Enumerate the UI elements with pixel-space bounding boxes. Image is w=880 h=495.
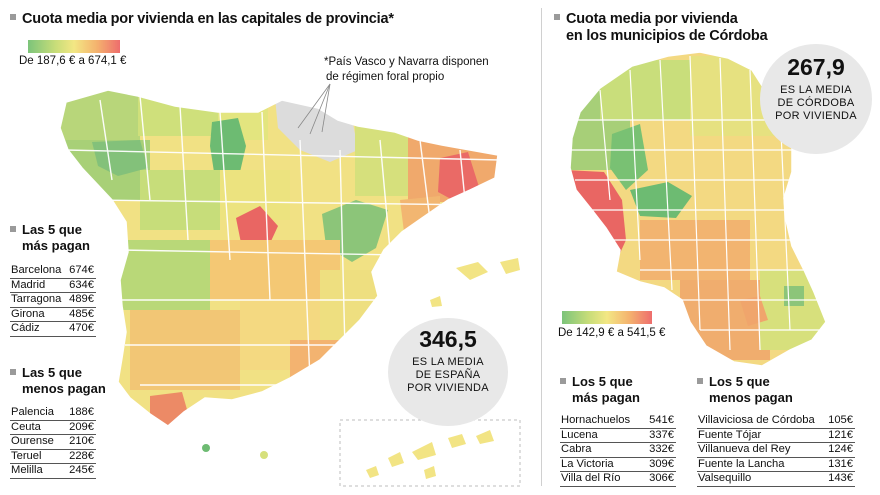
place-value: 489€ (65, 292, 96, 308)
table-row: Villanueva del Rey 124€ (697, 442, 855, 458)
panel-divider (541, 8, 542, 486)
spain-legend-range: De 187,6 € a 674,1 € (19, 55, 127, 67)
table-row: Hornachuelos 541€ (560, 414, 676, 429)
place-value: 470€ (65, 321, 96, 337)
cordoba-legend-range: De 142,9 € a 541,5 € (558, 327, 666, 339)
place-name: Cabra (560, 442, 643, 458)
table-row: Valsequillo 143€ (697, 471, 855, 487)
spain-top5-table: Barcelona 674€ Madrid 634€ Tarragona 489€ Giro… (10, 264, 96, 337)
cordoba-bottom5-heading: Los 5 que menos pagan (697, 374, 793, 406)
bullet-square-icon (10, 369, 16, 375)
place-value: 124€ (824, 442, 855, 458)
foral-note: *País Vasco y Navarra disponen de régime… (324, 56, 489, 83)
spain-bottom5-heading: Las 5 que menos pagan (10, 365, 106, 397)
place-value: 245€ (62, 463, 96, 479)
place-value: 674€ (65, 264, 96, 279)
place-name: Palencia (10, 406, 63, 421)
place-name: Teruel (10, 449, 63, 464)
place-name: Valsequillo (697, 471, 825, 487)
place-name: Fuente la Lancha (697, 457, 825, 472)
spain-title: Cuota media por vivienda en las capitale… (10, 11, 394, 28)
table-row: Girona 485€ (10, 307, 96, 322)
place-value: 143€ (824, 471, 855, 487)
table-row: Barcelona 674€ (10, 264, 96, 279)
table-row: Palencia 188€ (10, 406, 96, 421)
place-name: Villa del Río (560, 471, 643, 487)
bullet-square-icon (697, 378, 703, 384)
table-row: Madrid 634€ (10, 278, 96, 293)
place-value: 541€ (642, 414, 676, 429)
place-name: La Victoria (560, 457, 643, 472)
cordoba-bottom5-table: Villaviciosa de Córdoba 105€ Fuente Tójar 1… (697, 414, 855, 487)
place-name: Ourense (10, 434, 63, 450)
place-name: Hornachuelos (560, 414, 643, 429)
spain-bottom5-table: Palencia 188€ Ceuta 209€ Ourense 210€ Teruel 22… (10, 406, 96, 479)
table-row: Fuente Tójar 121€ (697, 428, 855, 443)
spain-average-bubble: 346,5 ES LA MEDIA DE ESPAÑA POR VIVIENDA (388, 318, 508, 426)
place-name: Girona (10, 307, 66, 322)
table-row: Lucena 337€ (560, 428, 676, 443)
table-row: Melilla 245€ (10, 463, 96, 479)
table-row: Teruel 228€ (10, 449, 96, 464)
place-name: Ceuta (10, 420, 63, 435)
place-value: 131€ (824, 457, 855, 472)
spain-average-value: 346,5 (419, 326, 477, 352)
place-value: 105€ (824, 414, 855, 429)
bullet-square-icon (10, 14, 16, 20)
cordoba-average-bubble: 267,9 ES LA MEDIA DE CÓRDOBA POR VIVIEND… (760, 44, 872, 154)
place-value: 485€ (65, 307, 96, 322)
place-name: Villaviciosa de Córdoba (697, 414, 825, 429)
place-name: Tarragona (10, 292, 66, 308)
table-row: Villaviciosa de Córdoba 105€ (697, 414, 855, 429)
place-value: 306€ (642, 471, 676, 487)
table-row: Ourense 210€ (10, 434, 96, 450)
place-name: Barcelona (10, 264, 66, 279)
place-name: Cádiz (10, 321, 66, 337)
cordoba-top5-table: Hornachuelos 541€ Lucena 337€ Cabra 332€ La Vi… (560, 414, 676, 487)
place-value: 210€ (62, 434, 96, 450)
place-name: Melilla (10, 463, 63, 479)
place-name: Lucena (560, 428, 643, 443)
table-row: Tarragona 489€ (10, 292, 96, 308)
cordoba-average-value: 267,9 (787, 54, 845, 80)
bullet-square-icon (560, 378, 566, 384)
table-row: La Victoria 309€ (560, 457, 676, 472)
table-row: Ceuta 209€ (10, 420, 96, 435)
place-name: Madrid (10, 278, 66, 293)
table-row: Villa del Río 306€ (560, 471, 676, 487)
place-value: 337€ (642, 428, 676, 443)
spain-top5-heading: Las 5 que más pagan (10, 222, 90, 254)
table-row: Fuente la Lancha 131€ (697, 457, 855, 472)
place-value: 209€ (62, 420, 96, 435)
table-row: Cádiz 470€ (10, 321, 96, 337)
place-value: 309€ (642, 457, 676, 472)
place-value: 188€ (62, 406, 96, 421)
cordoba-title: Cuota media por vivienda en los municipi… (554, 11, 768, 45)
bullet-square-icon (10, 226, 16, 232)
bullet-square-icon (554, 14, 560, 20)
spain-legend-bar (28, 40, 120, 53)
place-value: 332€ (642, 442, 676, 458)
place-name: Villanueva del Rey (697, 442, 825, 458)
place-value: 228€ (62, 449, 96, 464)
place-value: 121€ (824, 428, 855, 443)
cordoba-legend-bar (562, 311, 652, 324)
cordoba-top5-heading: Los 5 que más pagan (560, 374, 640, 406)
place-name: Fuente Tójar (697, 428, 825, 443)
table-row: Cabra 332€ (560, 442, 676, 458)
place-value: 634€ (65, 278, 96, 293)
